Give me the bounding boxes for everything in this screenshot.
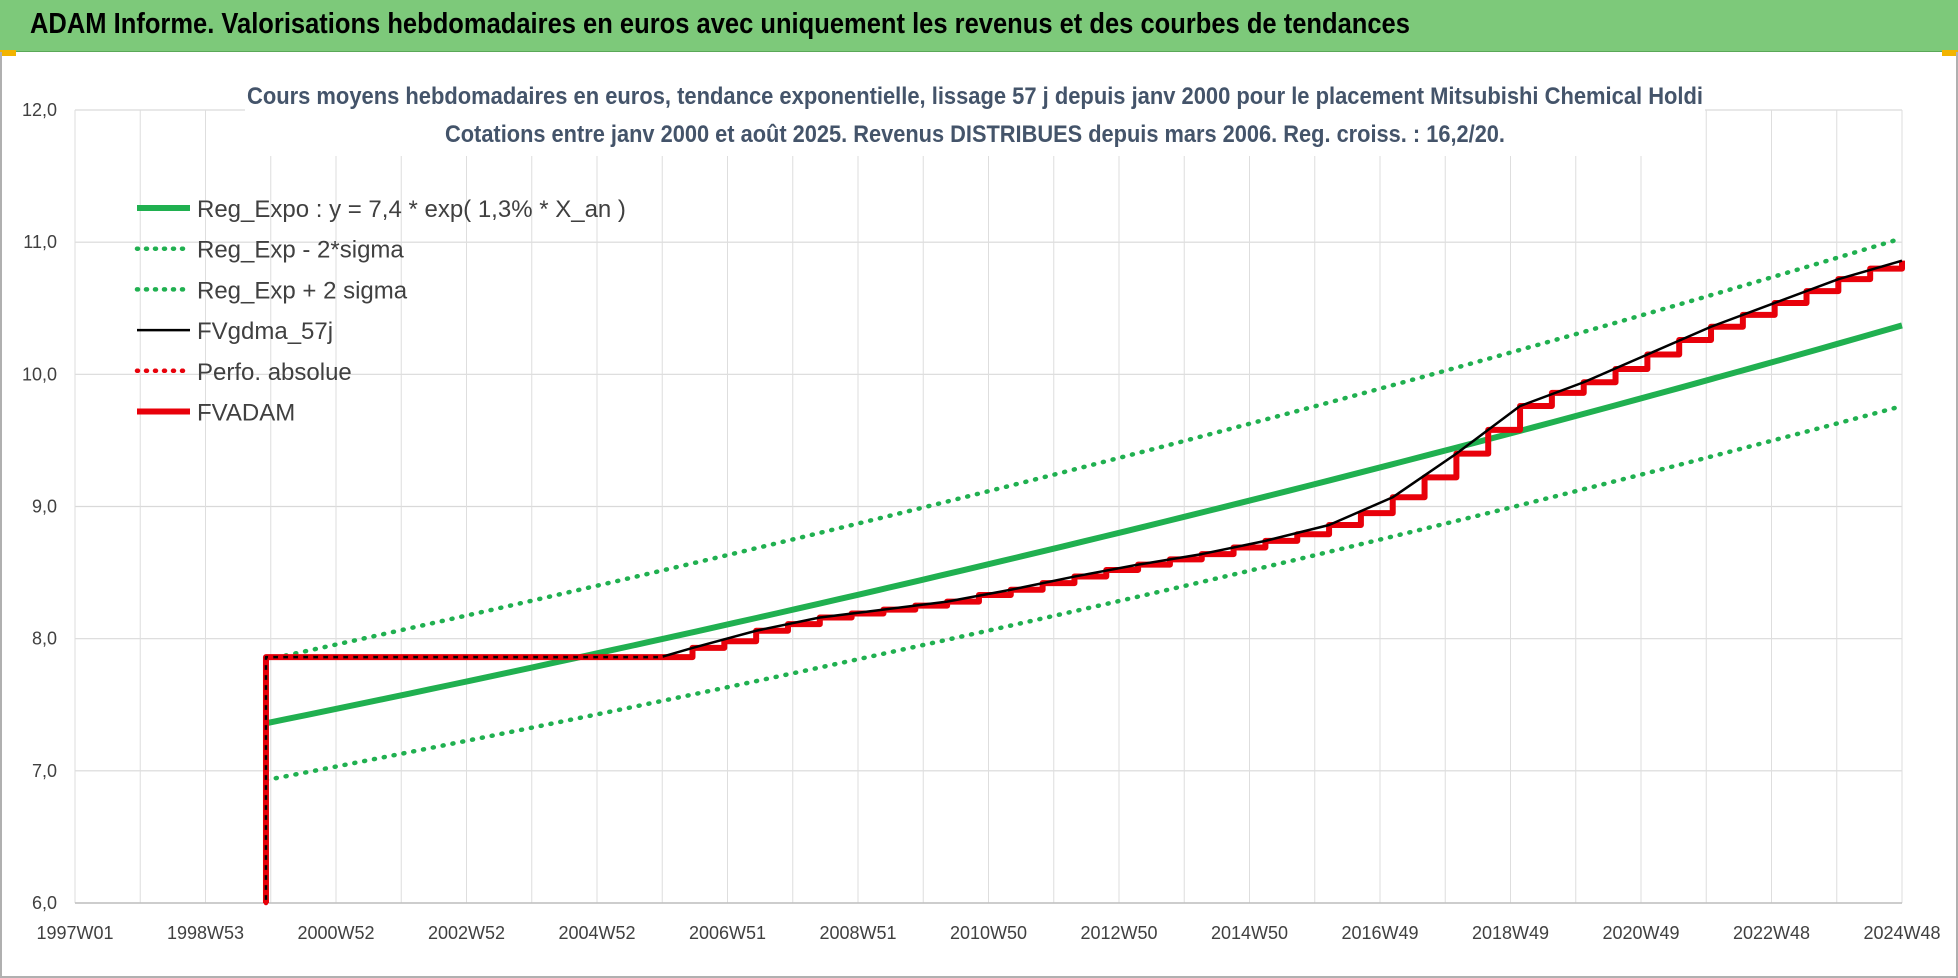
chart-grid [74, 109, 1903, 904]
x-tick-label: 2004W52 [558, 923, 635, 943]
x-tick-label: 2010W50 [950, 923, 1027, 943]
x-tick-label: 2008W51 [819, 923, 896, 943]
chart-frame [0, 52, 1958, 978]
chart-title: Cours moyens hebdomadaires en euros, ten… [247, 83, 1703, 110]
legend-label: Reg_Exp + 2 sigma [197, 277, 408, 304]
title-background [245, 72, 1705, 156]
x-tick-label: 1997W01 [36, 923, 113, 943]
x-tick-label: 2000W52 [297, 923, 374, 943]
legend-label: FVADAM [197, 400, 295, 427]
y-tick-label: 9,0 [32, 497, 57, 517]
series-line-2 [263, 235, 1905, 663]
x-tick-label: 2002W52 [428, 923, 505, 943]
x-tick-label: 2022W48 [1733, 923, 1810, 943]
y-tick-label: 12,0 [22, 100, 57, 120]
series-line-0 [265, 322, 1903, 727]
series-line-4 [263, 654, 663, 906]
corner-mark-left [0, 50, 16, 56]
legend-label: Reg_Exp - 2*sigma [197, 237, 404, 264]
x-tick-label: 2006W51 [689, 923, 766, 943]
y-tick-label: 11,0 [23, 232, 57, 252]
x-tick-label: 2016W49 [1341, 923, 1418, 943]
chart-subtitle: Cotations entre janv 2000 et août 2025. … [445, 121, 1505, 148]
report-title: ADAM Informe. Valorisations hebdomadaire… [30, 8, 1410, 40]
series-line-3 [264, 259, 1903, 903]
x-tick-label: 2024W48 [1863, 923, 1940, 943]
legend-label: FVgdma_57j [197, 318, 333, 345]
report-banner: ADAM Informe. Valorisations hebdomadaire… [0, 0, 1958, 52]
y-tick-label: 10,0 [22, 364, 57, 384]
x-tick-label: 2012W50 [1080, 923, 1157, 943]
x-tick-label: 2014W50 [1211, 923, 1288, 943]
x-tick-label: 1998W53 [167, 923, 244, 943]
x-tick-label: 2020W49 [1602, 923, 1679, 943]
x-axis-ticks: 1997W01 1998W53 2000W52 2002W52 2004W52 2006W… [36, 923, 1940, 943]
legend-label: Reg_Expo : y = 7,4 * exp( 1,3% * X_an ) [197, 196, 626, 223]
y-tick-label: 7,0 [32, 761, 57, 781]
y-tick-label: 8,0 [32, 629, 57, 649]
corner-mark-right [1942, 50, 1958, 56]
y-axis-ticks: 12,0 11,0 10,0 9,0 8,0 7,0 6,0 [22, 100, 57, 913]
legend-label: Perfo. absolue [197, 359, 352, 386]
x-tick-label: 2018W49 [1472, 923, 1549, 943]
chart-legend: Reg_Expo : y = 7,4 * exp( 1,3% * X_an ) R… [134, 196, 626, 427]
series-line-5 [262, 260, 1905, 903]
series-line-1 [263, 403, 1905, 783]
y-tick-label: 6,0 [32, 893, 57, 913]
chart-series [262, 235, 1905, 906]
